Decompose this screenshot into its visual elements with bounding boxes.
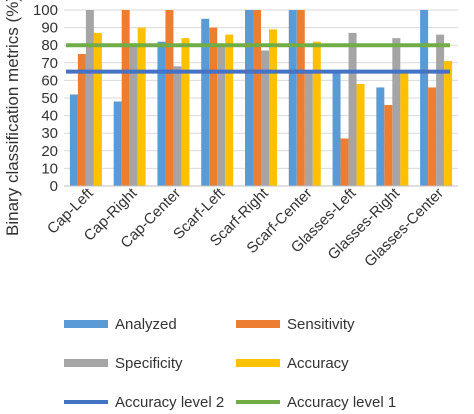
legend-swatch-analyzed [64, 320, 108, 328]
bar-sensitivity-glasses-left [340, 138, 349, 186]
bar-specificity-cap-center [173, 66, 182, 186]
bar-sensitivity-glasses-right [384, 105, 393, 186]
bar-specificity-scarf-center [304, 71, 313, 186]
bar-sensitivity-scarf-right [253, 10, 261, 186]
bar-analyzed-glasses-center [420, 10, 429, 186]
legend-label-accuracy-level-1: Accuracy level 1 [287, 394, 396, 411]
bar-analyzed-glasses-right [376, 87, 385, 186]
bar-accuracy-cap-right [137, 27, 146, 186]
bar-sensitivity-scarf-left [209, 27, 218, 186]
bar-analyzed-scarf-left [201, 18, 210, 186]
x-tick-label: Glasses-Center [361, 185, 447, 271]
bar-accuracy-scarf-right [269, 29, 277, 186]
bar-analyzed-glasses-left [332, 71, 341, 186]
bar-sensitivity-cap-right [121, 10, 130, 186]
legend-swatch-accuracy [236, 359, 280, 367]
y-tick-label: 50 [41, 90, 58, 107]
y-tick-label: 30 [41, 125, 58, 142]
legend-label-accuracy: Accuracy [287, 355, 349, 372]
bar-layer [69, 10, 453, 187]
bar-sensitivity-glasses-center [428, 87, 437, 186]
bar-specificity-glasses-left [348, 32, 357, 186]
legend-label-accuracy-level-2: Accuracy level 2 [115, 394, 224, 411]
bar-sensitivity-cap-center [165, 10, 174, 186]
bar-specificity-glasses-right [392, 38, 401, 186]
y-axis-title: Binary classification metrics (%) [3, 0, 22, 236]
bar-analyzed-cap-center [157, 41, 166, 187]
legend-label-sensitivity: Sensitivity [287, 316, 355, 333]
bar-specificity-glasses-center [436, 34, 445, 186]
y-tick-label: 80 [41, 37, 58, 54]
bar-sensitivity-cap-left [77, 54, 86, 186]
y-tick-label: 10 [41, 160, 58, 177]
y-tick-label: 0 [50, 178, 58, 195]
bar-specificity-scarf-right [261, 50, 269, 187]
bar-analyzed-scarf-right [245, 10, 253, 186]
bar-accuracy-cap-left [93, 32, 102, 186]
y-tick-label: 90 [41, 20, 58, 37]
bar-accuracy-cap-center [181, 38, 190, 186]
legend-label-specificity: Specificity [115, 355, 183, 372]
bar-analyzed-cap-left [69, 94, 78, 186]
legend: Analyzed Sensitivity Specificity Accuracy Ac… [64, 316, 396, 411]
bar-specificity-scarf-left [217, 43, 226, 186]
legend-swatch-specificity [64, 359, 108, 367]
bar-analyzed-cap-right [113, 101, 122, 186]
y-tick-label: 40 [41, 108, 58, 125]
y-tick-label: 70 [41, 55, 58, 72]
bar-accuracy-glasses-left [356, 83, 365, 186]
legend-label-analyzed: Analyzed [115, 316, 177, 333]
bar-sensitivity-scarf-center [296, 10, 305, 186]
bar-accuracy-scarf-center [312, 41, 321, 187]
y-tick-label: 20 [41, 143, 58, 160]
bar-accuracy-scarf-left [225, 34, 234, 186]
y-tick-label: 100 [33, 2, 58, 19]
ref-layer [66, 43, 450, 74]
bar-accuracy-glasses-center [444, 61, 453, 186]
bar-specificity-cap-left [85, 10, 94, 186]
y-tick-label: 60 [41, 72, 58, 89]
bar-accuracy-glasses-right [400, 73, 409, 186]
bar-analyzed-scarf-center [288, 10, 297, 186]
legend-swatch-sensitivity [236, 320, 280, 328]
bar-specificity-cap-right [129, 43, 138, 186]
